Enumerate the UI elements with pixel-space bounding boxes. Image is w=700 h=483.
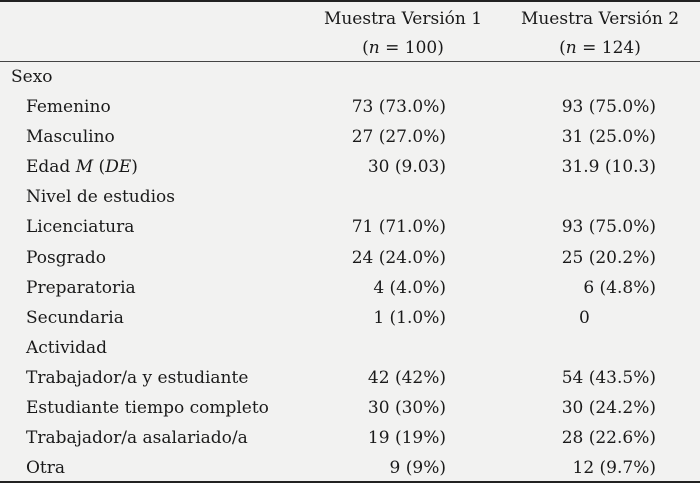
header-col-version-2: Muestra Versión 2 (n = 124) bbox=[505, 5, 695, 63]
table-row-otra: Otra 9 (9%) 12 (9.7%) bbox=[0, 453, 700, 483]
row-label: Nivel de estudios bbox=[26, 187, 176, 208]
cell-version-1: 1 (1.0%) bbox=[373, 307, 446, 328]
cell-version-2: 30 (24.2%) bbox=[561, 398, 656, 419]
header-col-version-2-title: Muestra Versión 2 bbox=[520, 9, 680, 29]
cell-version-2: 12 (9.7%) bbox=[572, 458, 657, 479]
table-header-rule bbox=[0, 61, 700, 62]
row-label: Preparatoria bbox=[26, 277, 136, 298]
row-label: Trabajador/a asalariado/a bbox=[26, 428, 248, 449]
cell-version-2: 54 (43.5%) bbox=[561, 367, 656, 388]
row-label: Masculino bbox=[26, 127, 115, 148]
table-row-nivel-de-estudios: Nivel de estudios bbox=[0, 182, 700, 212]
cell-version-2: 6 (4.8%) bbox=[583, 277, 656, 298]
row-label: Sexo bbox=[11, 67, 53, 87]
cell-version-2: 28 (22.6%) bbox=[561, 428, 656, 449]
table-row-estudiante-tiempo-completo: Estudiante tiempo completo 30 (30%) 30 (… bbox=[0, 393, 700, 423]
table-row-femenino: Femenino 73 (73.0%) 93 (75.0%) bbox=[0, 92, 700, 122]
table-row-trabajador-asalariado: Trabajador/a asalariado/a 19 (19%) 28 (2… bbox=[0, 423, 700, 453]
cell-version-1: 24 (24.0%) bbox=[351, 247, 446, 268]
header-col-version-1-title: Muestra Versión 1 bbox=[323, 9, 483, 29]
cell-version-1: 71 (71.0%) bbox=[351, 217, 446, 238]
table-bottom-rule bbox=[0, 481, 700, 483]
cell-version-1: 73 (73.0%) bbox=[351, 97, 446, 118]
table-row-sexo: Sexo bbox=[0, 62, 700, 92]
table-row-masculino: Masculino 27 (27.0%) 31 (25.0%) bbox=[0, 122, 700, 152]
row-label: Secundaria bbox=[26, 307, 124, 328]
table-row-preparatoria: Preparatoria 4 (4.0%) 6 (4.8%) bbox=[0, 273, 700, 303]
row-label: Edad M (DE) bbox=[26, 157, 138, 178]
cell-version-1: 30 (30%) bbox=[367, 398, 446, 419]
cell-version-1: 19 (19%) bbox=[367, 428, 446, 449]
cell-version-1: 4 (4.0%) bbox=[373, 277, 446, 298]
cell-version-1: 27 (27.0%) bbox=[351, 127, 446, 148]
header-col-version-2-n: (n = 124) bbox=[559, 38, 641, 58]
table-row-edad: Edad M (DE) 30 (9.03) 31.9 (10.3) bbox=[0, 152, 700, 182]
cell-version-2: 93 (75.0%) bbox=[561, 97, 656, 118]
table-row-licenciatura: Licenciatura 71 (71.0%) 93 (75.0%) bbox=[0, 212, 700, 242]
cell-version-2: 93 (75.0%) bbox=[561, 217, 656, 238]
cell-version-1: 42 (42%) bbox=[367, 367, 446, 388]
row-label: Otra bbox=[26, 458, 66, 479]
row-label: Trabajador/a y estudiante bbox=[26, 367, 249, 388]
header-col-version-1: Muestra Versión 1 (n = 100) bbox=[308, 5, 498, 63]
row-label: Femenino bbox=[26, 97, 111, 118]
cell-version-1: 9 (9%) bbox=[389, 458, 446, 479]
table-row-posgrado: Posgrado 24 (24.0%) 25 (20.2%) bbox=[0, 243, 700, 273]
row-label: Actividad bbox=[26, 337, 108, 358]
row-label: Estudiante tiempo completo bbox=[26, 398, 269, 419]
row-label: Posgrado bbox=[26, 247, 106, 268]
table-row-trabajador-estudiante: Trabajador/a y estudiante 42 (42%) 54 (4… bbox=[0, 363, 700, 393]
table-body: Sexo Femenino 73 (73.0%) 93 (75.0%) Masc… bbox=[0, 62, 700, 483]
header-col-version-1-n: (n = 100) bbox=[362, 38, 444, 58]
table-top-rule bbox=[0, 0, 700, 2]
table-row-actividad: Actividad bbox=[0, 333, 700, 363]
cell-version-2: 25 (20.2%) bbox=[561, 247, 656, 268]
cell-version-2: 0 bbox=[579, 307, 590, 328]
table-header: Muestra Versión 1 (n = 100) Muestra Vers… bbox=[0, 5, 700, 61]
cell-version-1: 30 (9.03) bbox=[367, 157, 446, 178]
cell-version-2: 31 (25.0%) bbox=[561, 127, 656, 148]
cell-version-2: 31.9 (10.3) bbox=[561, 157, 656, 178]
table-row-secundaria: Secundaria 1 (1.0%) 0 bbox=[0, 303, 700, 333]
row-label: Licenciatura bbox=[26, 217, 135, 238]
